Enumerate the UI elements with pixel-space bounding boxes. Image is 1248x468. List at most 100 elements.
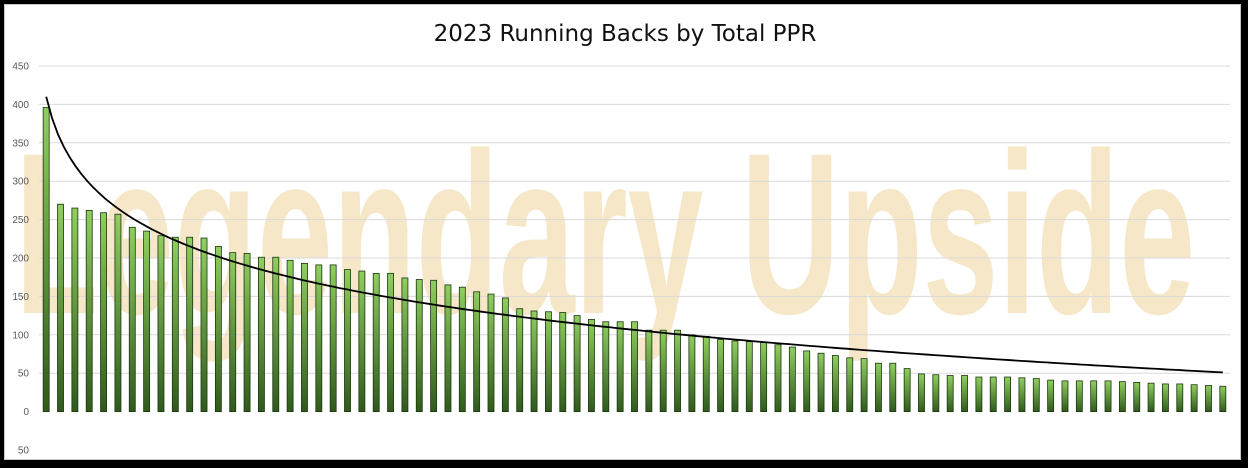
bar <box>831 355 839 413</box>
bar <box>143 230 151 412</box>
bar <box>329 264 337 413</box>
bar <box>774 344 782 412</box>
bar <box>85 209 93 413</box>
bar <box>71 207 79 413</box>
bar <box>788 346 796 412</box>
bar <box>616 321 624 412</box>
bar <box>358 270 366 412</box>
bar <box>1061 380 1069 413</box>
bar <box>286 259 294 413</box>
y-axis-ticks: 450 400 350 300 250 200 150 100 50 0 50 <box>12 62 29 457</box>
bar <box>1090 380 1098 413</box>
bar <box>688 334 696 412</box>
y-tick-label: 50 <box>18 369 30 380</box>
bar <box>458 286 466 412</box>
bar <box>932 374 940 412</box>
bar <box>645 329 653 413</box>
bar <box>501 297 509 413</box>
bar <box>602 321 610 412</box>
y-tick-label: 250 <box>12 215 29 226</box>
bar <box>430 279 438 412</box>
y-tick-label: 0 <box>23 407 29 418</box>
bar <box>573 315 581 413</box>
bar <box>1190 384 1198 413</box>
trendline <box>45 96 1223 374</box>
bar <box>1075 380 1083 413</box>
watermark-text: Legendary Upside <box>15 105 1195 362</box>
y-tick-label: 150 <box>12 292 29 303</box>
bar <box>1032 378 1040 412</box>
bar <box>1133 382 1141 413</box>
bar <box>1104 380 1112 413</box>
bar <box>946 375 954 412</box>
y-tick-label: 450 <box>12 62 29 73</box>
bar <box>760 342 768 413</box>
bar <box>214 246 222 412</box>
bar <box>530 310 538 412</box>
bar <box>989 376 997 413</box>
bar <box>674 329 681 413</box>
bar <box>588 319 595 413</box>
bar <box>301 262 308 413</box>
bar <box>344 269 351 412</box>
bar <box>243 252 251 413</box>
bar <box>731 340 739 413</box>
gridlines <box>39 65 1230 374</box>
bar <box>473 291 481 413</box>
chart-title: 2023 Running Backs by Total PPR <box>434 21 817 47</box>
bar <box>229 252 237 412</box>
watermark: Legendary Upside <box>15 105 1195 362</box>
bar <box>372 272 380 412</box>
bar <box>889 362 897 413</box>
bar <box>544 311 552 413</box>
bar <box>631 321 638 412</box>
bar <box>272 256 280 412</box>
bar <box>42 107 50 413</box>
bar <box>444 284 452 413</box>
bar <box>1219 385 1227 413</box>
bar <box>918 373 925 413</box>
bar <box>186 236 194 412</box>
y-tick-label: 350 <box>12 138 29 149</box>
bar <box>975 376 983 413</box>
bar <box>415 279 423 413</box>
bars <box>42 107 1227 413</box>
bar <box>257 256 265 412</box>
y-tick-label: 50 <box>18 446 30 457</box>
bar <box>516 308 524 413</box>
y-tick-label: 300 <box>12 177 29 188</box>
bar <box>702 335 710 412</box>
bar <box>717 339 725 413</box>
y-tick-label: 100 <box>12 330 29 341</box>
bar <box>803 350 811 412</box>
bar <box>1047 379 1055 412</box>
bar <box>1118 381 1126 412</box>
chart-svg: Legendary Upside 450 400 350 300 250 200 150 10… <box>12 21 1230 457</box>
bar <box>559 312 567 412</box>
bar <box>860 358 868 412</box>
bar <box>401 277 409 413</box>
bar <box>817 352 825 413</box>
bar <box>745 341 753 412</box>
bar <box>903 368 911 412</box>
bar <box>846 357 854 412</box>
bar <box>1018 377 1026 412</box>
bar <box>315 264 323 413</box>
bar <box>961 375 968 412</box>
bar <box>57 203 64 413</box>
bar <box>171 236 179 412</box>
bar <box>1176 383 1184 413</box>
y-tick-label: 400 <box>12 100 29 111</box>
chart-frame: Legendary Upside 450 400 350 300 250 200 150 10… <box>4 4 1241 460</box>
bar <box>157 235 165 412</box>
bar <box>875 362 882 413</box>
bar <box>1205 385 1212 412</box>
bar <box>387 272 394 412</box>
bar <box>100 212 107 413</box>
trendline-group <box>45 96 1223 374</box>
bar <box>1162 383 1169 413</box>
bar <box>200 237 208 413</box>
bar <box>1147 382 1155 412</box>
bar <box>114 213 122 413</box>
bar <box>659 329 667 413</box>
